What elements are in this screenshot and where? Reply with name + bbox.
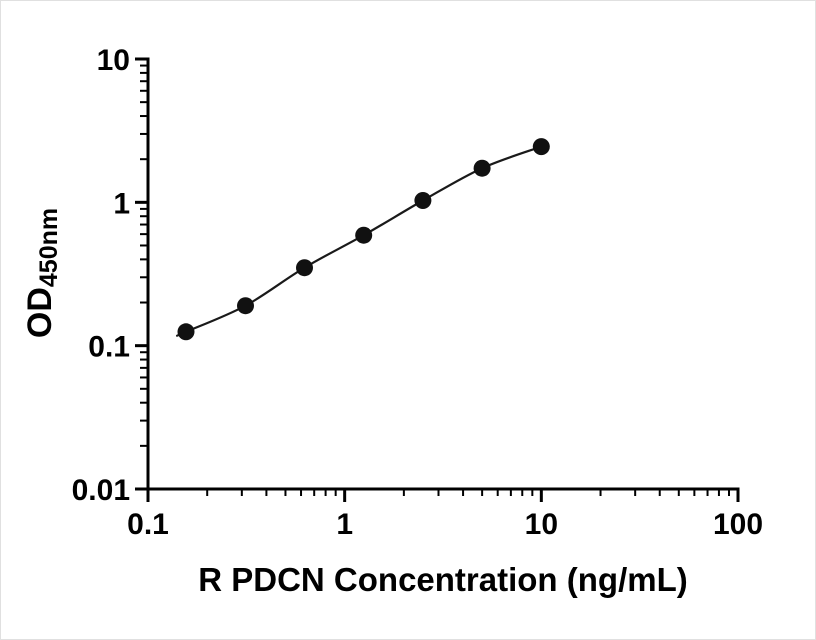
y-tick-labels: 0.01 0.1 1 10 bbox=[72, 44, 130, 507]
x-tick-label: 1 bbox=[336, 508, 353, 541]
axes-line bbox=[146, 57, 740, 491]
y-tick-label: 0.1 bbox=[88, 331, 130, 364]
x-axis-title: R PDCN Concentration (ng/mL) bbox=[198, 561, 687, 598]
data-point-marker bbox=[177, 323, 195, 341]
x-tick-labels: 0.1 1 10 100 bbox=[127, 508, 763, 541]
data-point-marker bbox=[473, 159, 491, 177]
data-point-marker bbox=[237, 297, 254, 315]
x-tick-label: 100 bbox=[713, 508, 763, 541]
data-point-marker bbox=[414, 192, 432, 209]
y-ticks bbox=[135, 57, 148, 491]
y-axis-title: OD450nm bbox=[21, 208, 63, 338]
x-tick-label: 0.1 bbox=[127, 508, 169, 541]
y-tick-label: 10 bbox=[97, 44, 130, 77]
y-tick-label: 1 bbox=[113, 187, 130, 220]
x-tick-label: 10 bbox=[525, 508, 558, 541]
x-ticks bbox=[146, 489, 740, 502]
data-point-marker bbox=[532, 138, 550, 156]
data-point-marker bbox=[355, 226, 373, 244]
y-axis-title-main: OD bbox=[21, 287, 59, 338]
data-point-marker bbox=[296, 259, 313, 277]
axes bbox=[146, 57, 740, 491]
y-tick-label: 0.01 bbox=[72, 474, 130, 507]
y-axis-title-subscript: 450nm bbox=[35, 208, 63, 287]
data-points-group bbox=[177, 138, 550, 341]
